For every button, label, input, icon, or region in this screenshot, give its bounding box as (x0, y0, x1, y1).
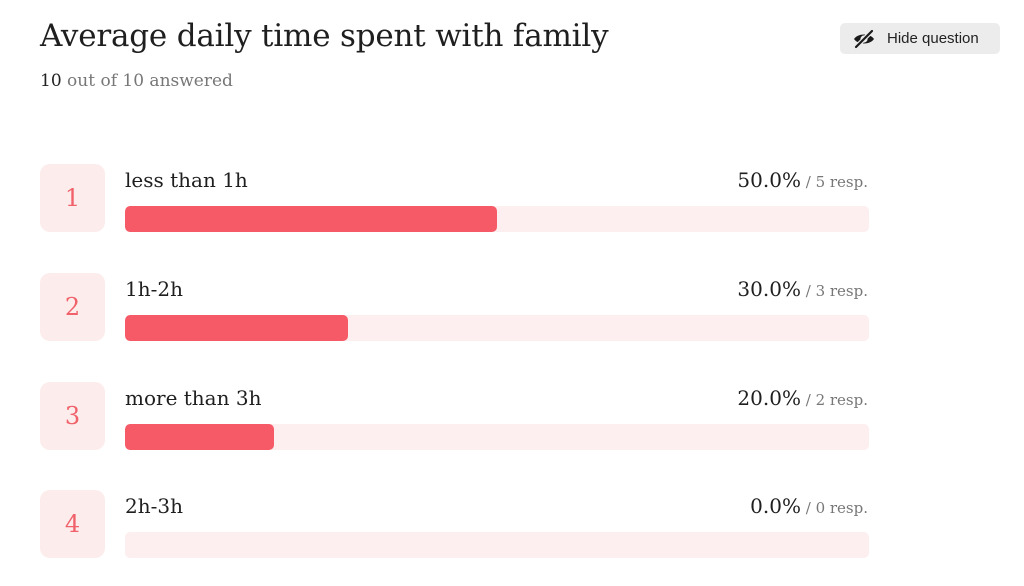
option-percent: 50.0% (737, 168, 801, 192)
option-bar-fill (125, 424, 274, 450)
option-rank: 1 (40, 164, 105, 232)
option-bar-fill (125, 206, 497, 232)
answered-number: 10 (40, 71, 62, 91)
option-bar-track (125, 206, 869, 232)
option-stats: 50.0% / 5 resp. (737, 168, 868, 192)
option-bar-track (125, 532, 869, 558)
option-row: 2 1h-2h 30.0% / 3 resp. (40, 273, 870, 341)
option-responses: 2 resp. (815, 391, 868, 409)
option-row: 4 2h-3h 0.0% / 0 resp. (40, 490, 870, 558)
option-rank: 2 (40, 273, 105, 341)
hide-question-label: Hide question (887, 30, 979, 47)
option-row: 1 less than 1h 50.0% / 5 resp. (40, 164, 870, 232)
answered-count: 10 out of 10 answered (40, 71, 233, 91)
option-percent: 0.0% (750, 494, 801, 518)
option-label: less than 1h (125, 168, 248, 192)
option-rank: 3 (40, 382, 105, 450)
hide-question-button[interactable]: Hide question (840, 23, 1000, 54)
option-stats: 30.0% / 3 resp. (737, 277, 868, 301)
option-percent: 20.0% (737, 386, 801, 410)
option-stats: 0.0% / 0 resp. (750, 494, 868, 518)
option-responses: 3 resp. (815, 282, 868, 300)
option-percent: 30.0% (737, 277, 801, 301)
option-responses: 5 resp. (815, 173, 868, 191)
option-label: 2h-3h (125, 494, 183, 518)
option-responses: 0 resp. (815, 499, 868, 517)
option-bar-track (125, 424, 869, 450)
option-label: 1h-2h (125, 277, 183, 301)
answered-suffix: out of 10 answered (67, 71, 233, 91)
option-label: more than 3h (125, 386, 262, 410)
option-bar-fill (125, 315, 349, 341)
option-stats: 20.0% / 2 resp. (737, 386, 868, 410)
option-bar-track (125, 315, 869, 341)
question-title: Average daily time spent with family (40, 18, 609, 54)
eye-slash-icon (852, 28, 876, 49)
option-row: 3 more than 3h 20.0% / 2 resp. (40, 382, 870, 450)
option-rank: 4 (40, 490, 105, 558)
